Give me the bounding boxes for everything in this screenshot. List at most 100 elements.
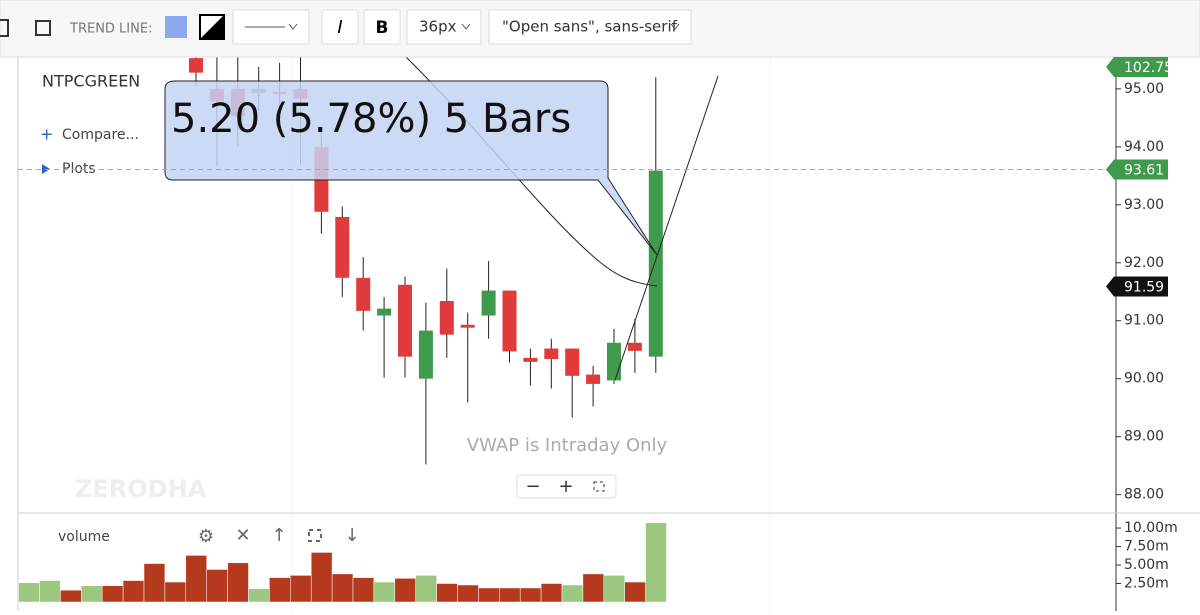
volume-bar: [645, 522, 667, 603]
candle-body: [335, 216, 350, 278]
volume-bar: [352, 577, 375, 603]
volume-bar: [624, 581, 646, 603]
left-icon[interactable]: [0, 19, 9, 37]
fullscreen[interactable]: [593, 481, 605, 492]
symbol: NTPCGREEN: [42, 72, 140, 91]
volume-bar: [415, 575, 437, 603]
font-family: "Open sans", sans-serif: [502, 18, 678, 36]
font-family-select[interactable]: [488, 9, 692, 45]
price-tag: [1106, 159, 1168, 180]
popout-icon[interactable]: [35, 20, 51, 36]
y-tick-label: 10.00m: [1124, 520, 1178, 536]
y-tick-label: 91.00: [1124, 313, 1164, 329]
close[interactable]: ✕: [235, 525, 250, 546]
volume-bar: [60, 589, 82, 603]
notice: VWAP is Intraday Only: [467, 435, 668, 456]
callout-box: [164, 80, 658, 256]
zoom-controls: [516, 474, 617, 499]
candle-body: [565, 348, 580, 376]
volume-bar: [143, 563, 166, 603]
trend-label: TREND LINE:: [69, 22, 152, 37]
y-tick-label: 88.00: [1124, 487, 1164, 503]
volume-bar: [248, 588, 270, 603]
maximize[interactable]: [308, 529, 322, 542]
price-tag-label: 93.61: [1124, 162, 1164, 178]
y-tick-label: 7.50m: [1124, 539, 1169, 555]
italic-btn[interactable]: [321, 9, 359, 45]
font-size: 36px: [419, 18, 457, 36]
y-tick-label: 94.00: [1124, 139, 1164, 155]
volume-bar: [540, 583, 563, 603]
volume-bars: [18, 522, 667, 603]
y-tick-label: 5.00m: [1124, 557, 1169, 573]
volume-bar: [81, 585, 103, 603]
watermark: ZERODHA: [75, 475, 207, 503]
volume-bar: [373, 581, 396, 603]
volume-label: volume: [58, 529, 110, 545]
y-tick-label: 95.00: [1124, 81, 1164, 97]
price-tag: [1106, 57, 1168, 77]
plots[interactable]: Plots: [62, 161, 96, 177]
candle-body: [502, 290, 517, 352]
settings[interactable]: ⚙: [198, 526, 214, 547]
volume-bar: [582, 573, 605, 603]
y-tick-label: 93.00: [1124, 197, 1164, 213]
trend-line: [614, 75, 719, 381]
candle-body: [648, 170, 663, 357]
y-tick-label: 89.00: [1124, 429, 1164, 445]
y-tick-label: 2.50m: [1124, 576, 1169, 592]
volume-bar: [122, 580, 145, 603]
compare-icon[interactable]: +: [40, 125, 53, 144]
candle-body: [523, 357, 538, 362]
candle-body: [460, 324, 475, 328]
volume-bar: [185, 555, 207, 603]
candle-body: [189, 58, 203, 73]
volume-bar: [436, 583, 458, 603]
zoom-in[interactable]: +: [558, 476, 573, 497]
price-tag-label: 91.59: [1124, 280, 1164, 296]
volume-bar: [499, 587, 521, 603]
bold: B: [376, 18, 389, 38]
zoom-out[interactable]: −: [525, 476, 540, 497]
volume-bar: [310, 552, 333, 603]
candle-body: [607, 342, 621, 381]
compare[interactable]: Compare...: [62, 127, 139, 143]
fill-swatch-half: [200, 15, 224, 39]
candle-body: [627, 342, 642, 351]
volume-bar: [561, 584, 584, 603]
move-up[interactable]: ↑: [271, 525, 286, 546]
volume-bar: [101, 585, 124, 603]
volume-bar: [331, 573, 354, 603]
y-tick-label: 90.00: [1124, 371, 1164, 387]
axes: 88.00 89.00 90.00 91.00 92.00 93.00 94.00 95.00…: [1116, 81, 1178, 592]
volume-bar: [457, 584, 479, 603]
italic: I: [337, 17, 342, 38]
move-down[interactable]: ↓: [344, 525, 359, 546]
volume-bar: [519, 587, 542, 603]
volume-bar: [206, 569, 228, 603]
candle-body: [418, 330, 433, 379]
candle-body: [544, 348, 559, 359]
chevron: [288, 23, 298, 30]
volume-bar: [39, 580, 61, 603]
callout-text: 5.20 (5.78%) 5 Bars: [171, 96, 571, 142]
bold-btn[interactable]: [363, 9, 401, 45]
volume-bar: [18, 582, 40, 603]
candle-body: [586, 374, 601, 384]
volume-bar: [603, 575, 625, 603]
volume-bar: [290, 575, 312, 603]
volume-bar: [394, 578, 416, 603]
volume-bar: [227, 562, 249, 603]
font-size-select[interactable]: [406, 9, 482, 45]
chevron: [461, 23, 471, 30]
volume-bar: [269, 577, 291, 603]
candle-body: [439, 301, 454, 335]
color-swatch[interactable]: [165, 16, 187, 38]
candle-body: [356, 277, 371, 311]
price-tag-label: 102.75: [1124, 60, 1173, 76]
price-tag: [1106, 276, 1168, 297]
y-tick-label: 92.00: [1124, 255, 1164, 271]
chevron: [670, 23, 680, 30]
